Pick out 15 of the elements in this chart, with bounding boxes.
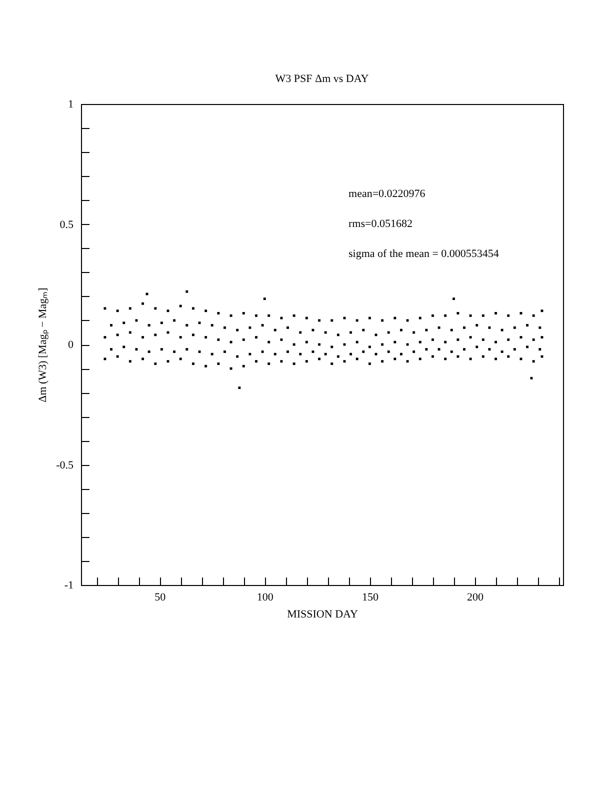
annotation: mean=0.0220976	[348, 188, 426, 200]
x-tick-label: 150	[362, 592, 379, 604]
y-tick-label: 0.5	[60, 218, 74, 231]
y-tick-label: 1	[68, 98, 74, 110]
chart-title: W3 PSF Δm vs DAY	[275, 73, 369, 85]
x-tick-label: 200	[467, 592, 484, 604]
annotation: sigma of the mean = 0.000553454	[348, 248, 500, 260]
y-tick-label: 0	[68, 339, 74, 351]
y-axis-title: Δm (W3) [Magₚ − Magₘ]	[37, 288, 50, 402]
annotation: rms=0.051682	[348, 218, 412, 230]
y-tick-label: -1	[64, 580, 74, 592]
x-tick-label: 50	[154, 592, 166, 604]
x-axis-title: MISSION DAY	[287, 608, 358, 620]
y-tick-label: -0.5	[56, 459, 74, 472]
x-tick-label: 100	[256, 592, 274, 604]
